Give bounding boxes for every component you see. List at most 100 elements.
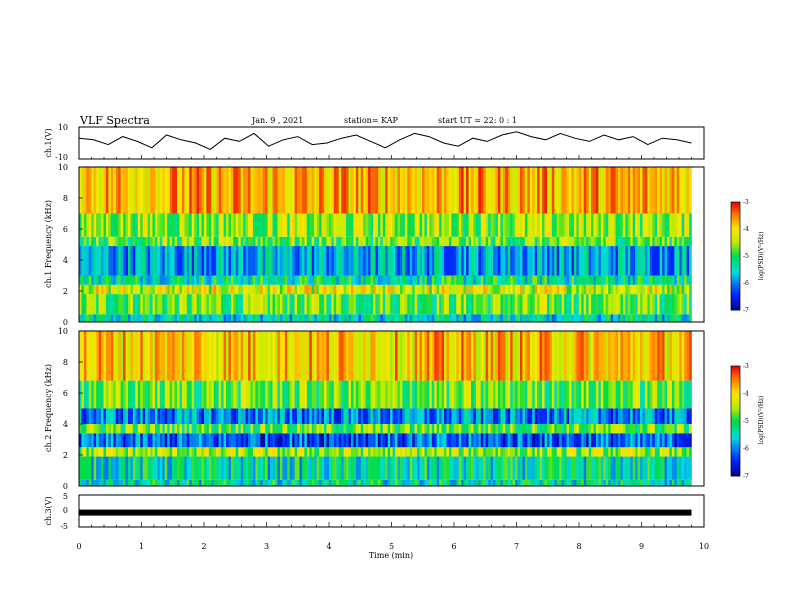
- spectrogram-cell: [598, 213, 602, 237]
- spectrogram-cell: [218, 447, 222, 457]
- spectrogram-cell: [495, 447, 499, 457]
- spectrogram-cell: [598, 167, 602, 214]
- spectrogram-cell: [199, 167, 202, 214]
- spectrogram-cell: [549, 408, 553, 424]
- spectrogram-cell: [167, 408, 170, 424]
- spectrogram-cell: [485, 380, 489, 409]
- spectrogram-cell: [96, 213, 99, 237]
- spectrogram-cell: [292, 314, 295, 322]
- spectrogram-cell: [517, 447, 521, 457]
- spectrogram-cell: [152, 447, 156, 457]
- spectrogram-cell: [436, 246, 440, 276]
- spectrogram-cell: [238, 456, 241, 480]
- spectrogram-cell: [191, 408, 195, 424]
- spectrogram-cell: [248, 380, 251, 409]
- spectrogram-cell: [140, 479, 143, 486]
- spectrogram-cell: [488, 424, 491, 434]
- spectrogram-cell: [635, 380, 638, 409]
- spectrogram-cell: [348, 424, 352, 434]
- spectrogram-cell: [686, 408, 690, 424]
- spectrogram-cell: [145, 294, 148, 315]
- spectrogram-cell: [154, 433, 158, 448]
- spectrogram-cell: [549, 479, 553, 486]
- spectrogram-cell: [414, 408, 418, 424]
- spectrogram-cell: [627, 479, 631, 486]
- spectrogram-cell: [93, 236, 97, 247]
- spectrogram-cell: [573, 456, 577, 480]
- spectrogram-cell: [113, 447, 117, 457]
- spectrogram-cell: [172, 275, 175, 285]
- spectrogram-cell: [424, 331, 428, 381]
- spectrogram-cell: [471, 314, 474, 322]
- spectrogram-cell: [235, 408, 239, 424]
- spectrogram-cell: [159, 433, 163, 448]
- spectrogram-cell: [497, 284, 501, 295]
- spectrogram-cell: [507, 213, 511, 237]
- spectrogram-cell: [137, 314, 141, 322]
- spectrogram-cell: [581, 479, 584, 486]
- spectrogram-cell: [164, 380, 168, 409]
- spectrogram-cell: [243, 213, 246, 237]
- spectrogram-cell: [324, 275, 327, 285]
- spectrogram-cell: [301, 275, 305, 285]
- spectrogram-cell: [216, 213, 219, 237]
- spectrogram-cell: [174, 456, 178, 480]
- spectrogram-cell: [118, 456, 121, 480]
- spectrogram-cell: [397, 167, 401, 214]
- spectrogram-cell: [591, 275, 594, 285]
- spectrogram-cell: [578, 331, 582, 381]
- spectrogram-cell: [493, 456, 496, 480]
- spectrogram-cell: [250, 213, 254, 237]
- spectrogram-cell: [311, 213, 315, 237]
- spectrogram-cell: [618, 275, 621, 285]
- spectrogram-cell: [436, 447, 440, 457]
- spectrogram-cell: [404, 433, 408, 448]
- spectrogram-cell: [620, 408, 624, 424]
- spectrogram-cell: [593, 167, 597, 214]
- spectrogram-cell: [250, 408, 254, 424]
- spectrogram-cell: [306, 479, 310, 486]
- spectrogram-cell: [199, 246, 202, 276]
- spectrogram-cell: [105, 456, 109, 480]
- spectrogram-cell: [331, 380, 335, 409]
- spectrogram-cell: [169, 314, 173, 322]
- colorbar-segment: [731, 410, 740, 414]
- spectrogram-cell: [417, 479, 420, 486]
- spectrogram-cell: [644, 380, 648, 409]
- spectrogram-cell: [681, 433, 685, 448]
- spectrogram-cell: [287, 408, 290, 424]
- spectrogram-cell: [301, 456, 305, 480]
- spectrogram-cell: [336, 424, 339, 434]
- spectrogram-cell: [402, 213, 406, 237]
- colorbar-tick-label: -6: [743, 280, 749, 287]
- spectrogram-cell: [402, 284, 406, 295]
- spectrogram-cell: [598, 284, 602, 295]
- spectrogram-cell: [569, 275, 572, 285]
- spectrogram-cell: [537, 167, 540, 214]
- spectrogram-cell: [569, 167, 572, 214]
- spectrogram-cell: [493, 314, 496, 322]
- spectrogram-cell: [272, 236, 276, 247]
- spectrogram-cell: [279, 294, 283, 315]
- spectrogram-cell: [147, 331, 151, 381]
- spectrogram-cell: [238, 213, 241, 237]
- spectrogram-cell: [561, 408, 565, 424]
- spectrogram-cell: [279, 246, 283, 276]
- spectrogram-cell: [561, 447, 565, 457]
- spectrogram-cell: [373, 294, 376, 315]
- spectrogram-cell: [358, 284, 362, 295]
- spectrogram-cell: [137, 236, 141, 247]
- spectrogram-cell: [422, 424, 425, 434]
- spectrogram-cell: [649, 246, 653, 276]
- spectrogram-cell: [108, 294, 112, 315]
- spectrogram-cell: [81, 284, 85, 295]
- spectrogram-cell: [537, 236, 540, 247]
- spectrogram-cell: [615, 294, 619, 315]
- spectrogram-cell: [446, 167, 450, 214]
- spectrogram-cell: [473, 213, 477, 237]
- spectrogram-cell: [98, 167, 102, 214]
- spectrogram-cell: [532, 331, 535, 381]
- spectrogram-cell: [164, 408, 168, 424]
- colorbar-segment: [731, 288, 740, 292]
- spectrogram-cell: [397, 275, 401, 285]
